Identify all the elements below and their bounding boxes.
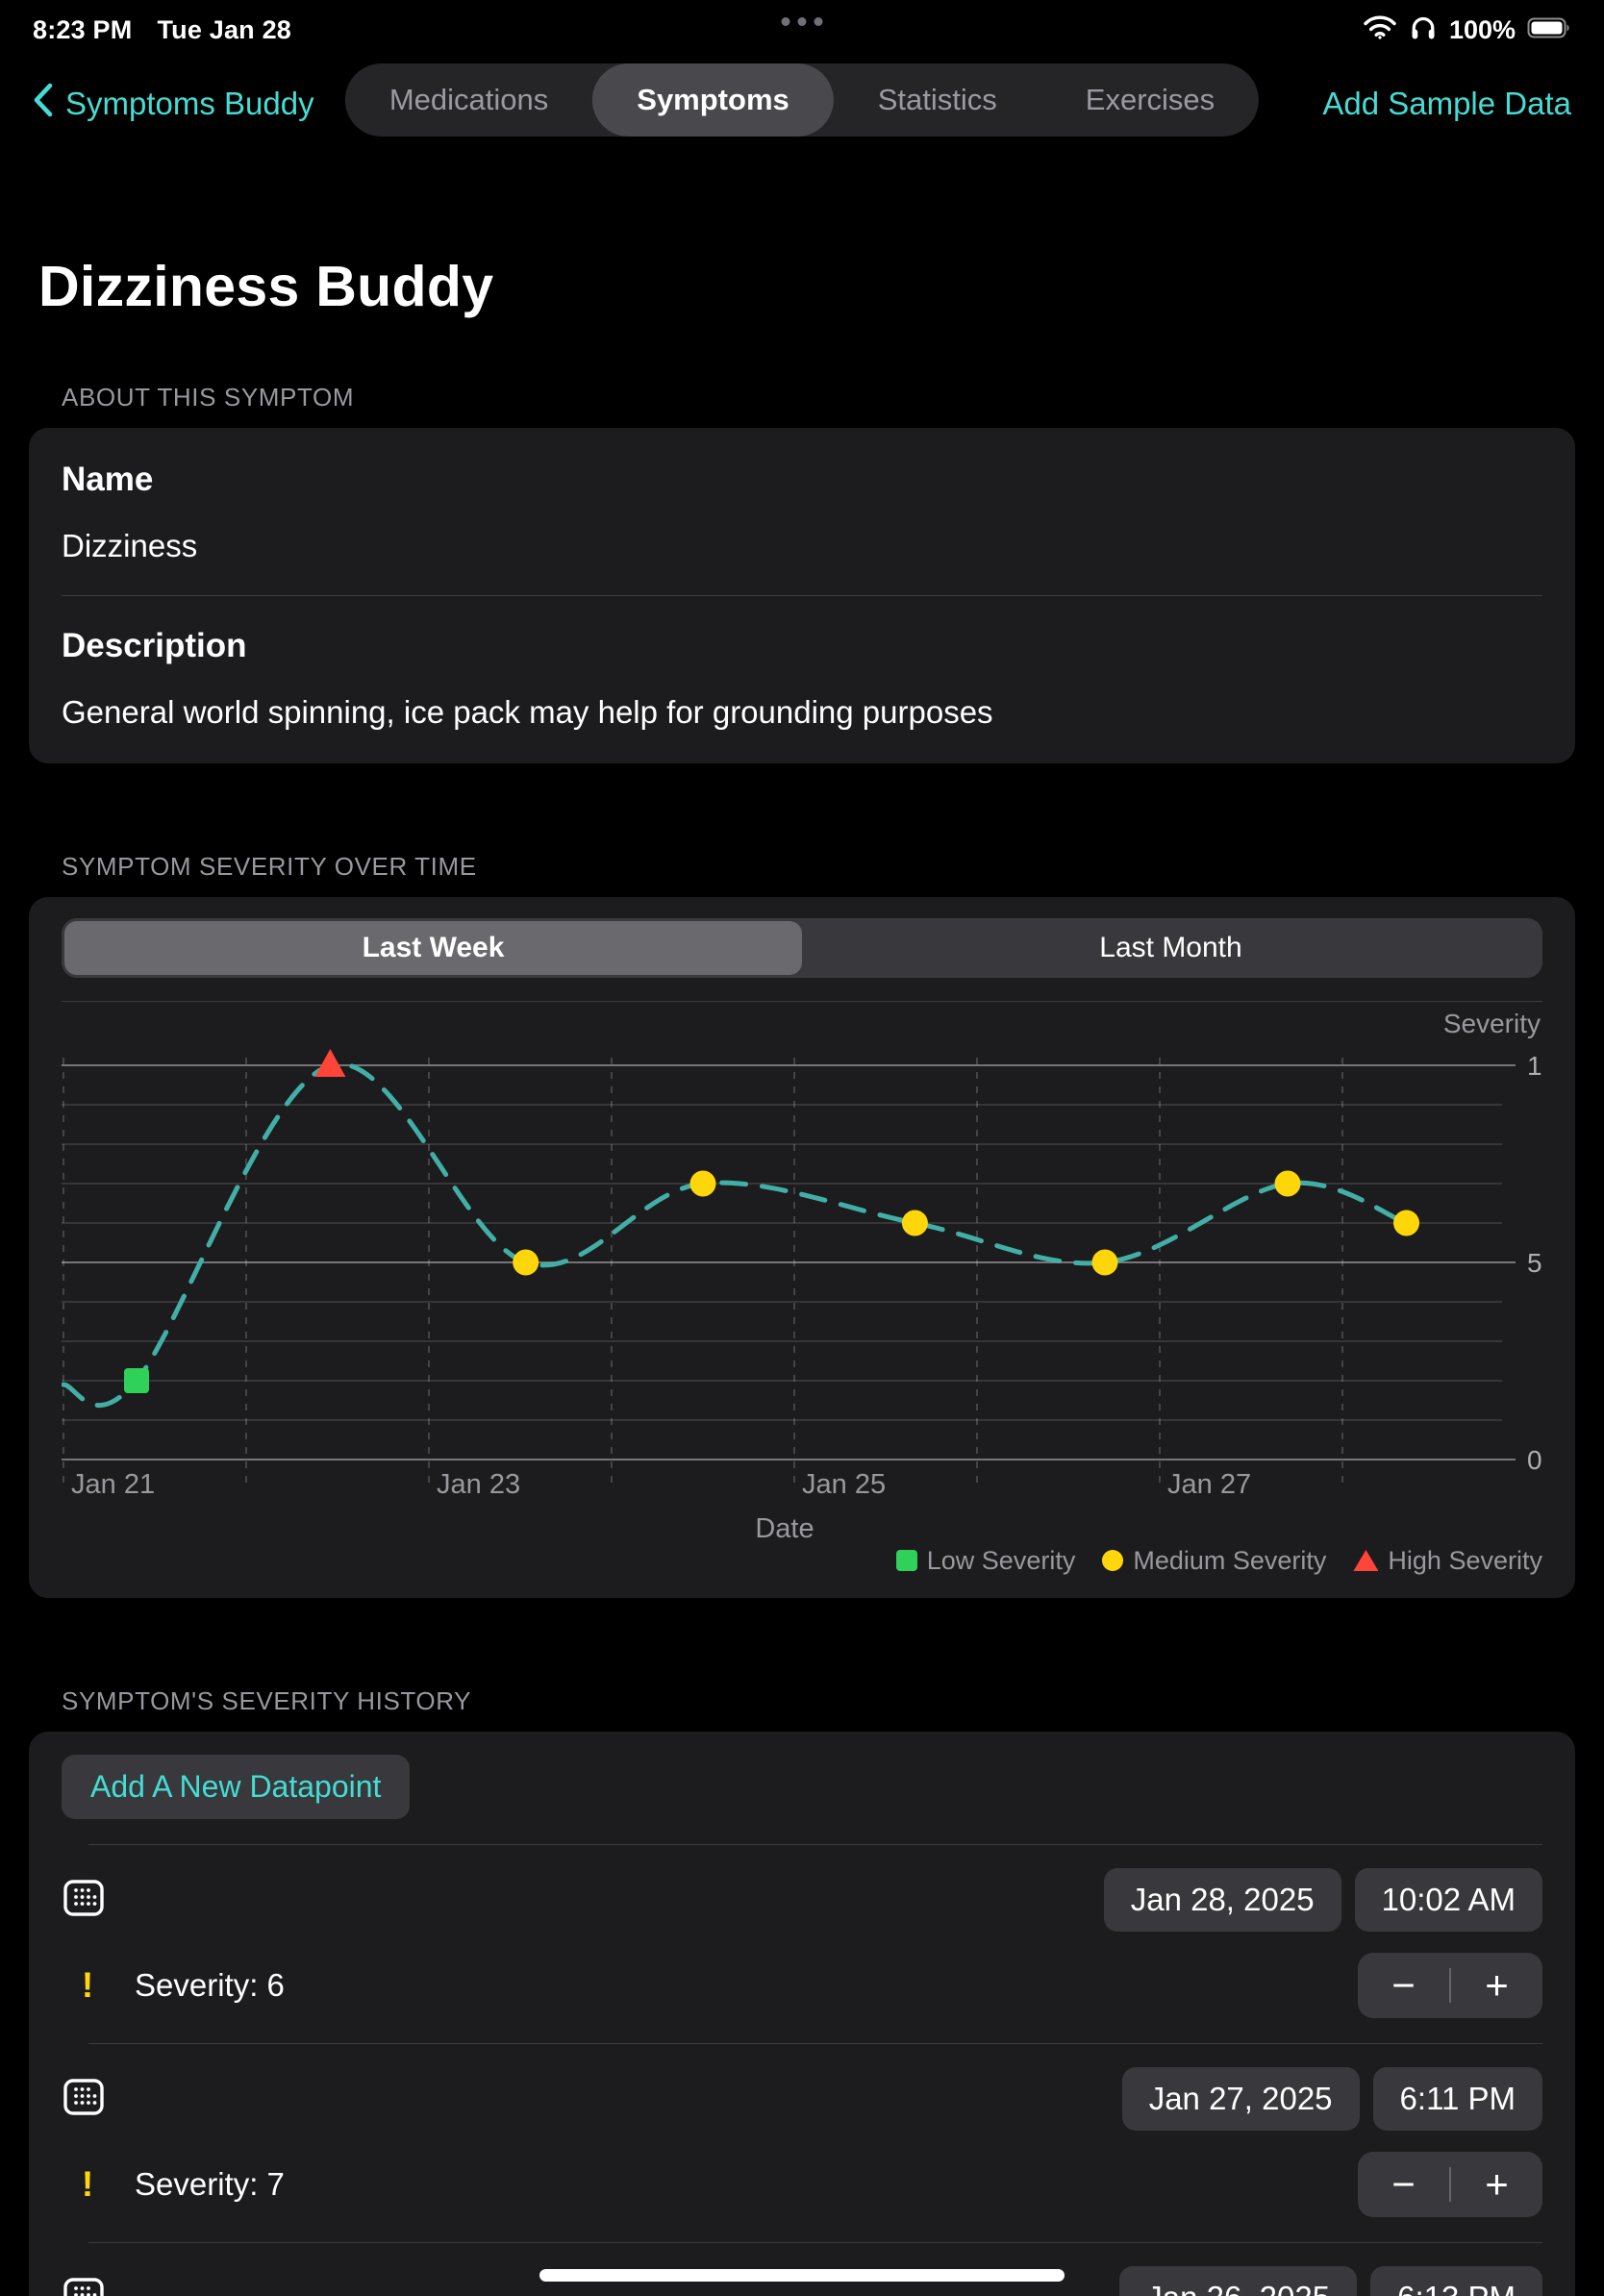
- range-tab-last-week[interactable]: Last Week: [64, 921, 802, 975]
- description-label: Description: [62, 627, 247, 664]
- svg-text:Jan 21: Jan 21: [71, 1469, 155, 1500]
- status-time: 8:23 PM: [33, 14, 133, 44]
- about-card: Name Dizziness Description General world…: [29, 428, 1575, 763]
- low-severity-square-icon: [895, 1550, 917, 1571]
- chevron-left-icon: [33, 83, 54, 125]
- tab-symptoms[interactable]: Symptoms: [592, 63, 834, 137]
- name-label: Name: [62, 461, 154, 498]
- severity-line-chart: 0 5 10 Jan 21 Jan 23 Jan 25 Jan 27 Severity Date: [62, 1009, 1542, 1542]
- battery-percent: 100%: [1448, 14, 1516, 44]
- severity-value: Severity: 6: [135, 1967, 285, 2003]
- svg-text:Jan 25: Jan 25: [802, 1469, 886, 1500]
- navigation-bar: Symptoms Buddy Medications Symptoms Stat…: [0, 56, 1604, 152]
- stepper-increment-button[interactable]: +: [1485, 2161, 1509, 2207]
- severity-chart-section-label: SYMPTOM SEVERITY OVER TIME: [62, 852, 477, 881]
- status-date: Tue Jan 28: [157, 14, 292, 44]
- stepper-decrement-button[interactable]: −: [1391, 1962, 1416, 2008]
- top-tab-bar: Medications Symptoms Statistics Exercise…: [344, 63, 1260, 137]
- history-entry: Jan 27, 2025 6:11 PM ! Severity: 7 − +: [62, 2067, 1542, 2243]
- date-picker-button[interactable]: Jan 27, 2025: [1121, 2067, 1360, 2131]
- divider: [62, 1001, 1542, 1002]
- calendar-icon: [62, 2075, 106, 2124]
- battery-icon: [1527, 17, 1571, 43]
- svg-text:Severity: Severity: [1443, 1009, 1541, 1038]
- wifi-icon: [1363, 14, 1397, 45]
- add-datapoint-button[interactable]: Add A New Datapoint: [62, 1755, 411, 1819]
- chart-legend: Low Severity Medium Severity High Severi…: [62, 1544, 1542, 1577]
- name-field[interactable]: Dizziness: [62, 528, 198, 563]
- divider: [62, 595, 1542, 596]
- history-entry: Jan 28, 2025 10:02 AM ! Severity: 6 − +: [62, 1868, 1542, 2044]
- headphones-icon: [1409, 13, 1438, 47]
- warning-exclamation-icon: !: [81, 2164, 94, 2204]
- tab-exercises[interactable]: Exercises: [1085, 83, 1216, 116]
- svg-text:Jan 23: Jan 23: [437, 1469, 520, 1500]
- stepper-decrement-button[interactable]: −: [1391, 2161, 1416, 2207]
- svg-text:Jan 27: Jan 27: [1167, 1469, 1251, 1500]
- legend-medium-severity: Medium Severity: [1102, 1546, 1326, 1576]
- calendar-icon: [62, 2274, 106, 2296]
- date-picker-button[interactable]: Jan 26, 2025: [1119, 2266, 1358, 2296]
- page-title: Dizziness Buddy: [38, 255, 494, 318]
- home-indicator[interactable]: [539, 2269, 1065, 2282]
- svg-text:0: 0: [1527, 1445, 1542, 1475]
- about-section-label: ABOUT THIS SYMPTOM: [62, 383, 355, 412]
- time-picker-button[interactable]: 10:02 AM: [1354, 1868, 1542, 1932]
- divider: [88, 1844, 1542, 1845]
- severity-value: Severity: 7: [135, 2166, 285, 2202]
- svg-text:5: 5: [1527, 1248, 1542, 1278]
- history-section-label: SYMPTOM'S SEVERITY HISTORY: [62, 1686, 472, 1715]
- range-segmented-control: Last Week Last Month: [62, 918, 1542, 978]
- calendar-icon: [62, 1876, 106, 1925]
- add-sample-data-button[interactable]: Add Sample Data: [1322, 86, 1571, 121]
- tab-statistics[interactable]: Statistics: [877, 83, 997, 116]
- high-severity-triangle-icon: [1353, 1550, 1379, 1571]
- severity-chart-card: Last Week Last Month 0 5 10 Jan 21 Jan 23 Jan…: [29, 897, 1575, 1598]
- svg-text:10: 10: [1527, 1051, 1542, 1081]
- time-picker-button[interactable]: 6:11 PM: [1372, 2067, 1542, 2131]
- description-field[interactable]: General world spinning, ice pack may hel…: [62, 694, 993, 730]
- divider: [88, 2242, 1542, 2243]
- medium-severity-circle-icon: [1102, 1550, 1124, 1571]
- divider: [88, 2043, 1542, 2044]
- stepper-increment-button[interactable]: +: [1485, 1962, 1509, 2008]
- date-picker-button[interactable]: Jan 28, 2025: [1103, 1868, 1341, 1932]
- svg-text:Date: Date: [755, 1513, 814, 1542]
- legend-high-severity: High Severity: [1353, 1546, 1542, 1576]
- history-entry: Jan 26, 2025 6:13 PM ! Severity: 5 − +: [62, 2266, 1542, 2296]
- warning-exclamation-icon: !: [81, 1965, 94, 2005]
- multitasking-dots-icon[interactable]: [781, 17, 823, 26]
- back-label: Symptoms Buddy: [65, 86, 314, 121]
- legend-low-severity: Low Severity: [895, 1546, 1075, 1576]
- severity-stepper: − +: [1358, 1953, 1542, 2018]
- range-tab-last-month[interactable]: Last Month: [1099, 932, 1242, 963]
- back-button[interactable]: Symptoms Buddy: [33, 83, 314, 125]
- tab-medications[interactable]: Medications: [388, 83, 549, 116]
- history-card: Add A New Datapoint Jan 28, 2025 10:02 A…: [29, 1732, 1575, 2296]
- time-picker-button[interactable]: 6:13 PM: [1370, 2266, 1542, 2296]
- severity-stepper: − +: [1358, 2152, 1542, 2217]
- status-bar: 8:23 PM Tue Jan 28 100%: [0, 0, 1604, 56]
